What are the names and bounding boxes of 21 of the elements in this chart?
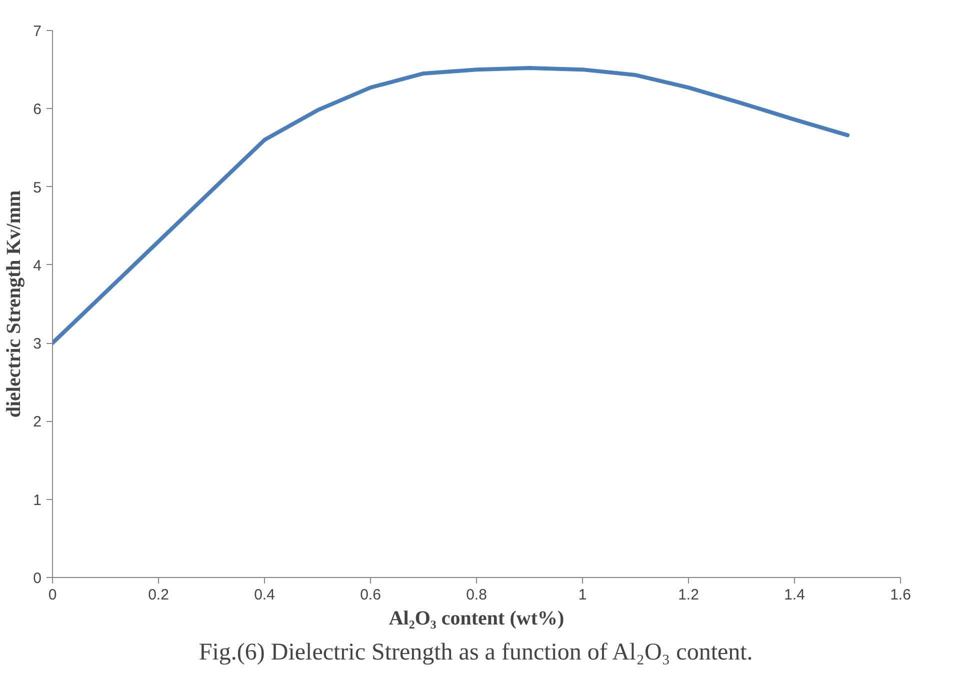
- y-tick-label: 0: [33, 570, 42, 587]
- x-tick-label: 0.6: [360, 586, 381, 604]
- y-axis-title: dielectric Strength Kv/mm: [3, 190, 26, 418]
- y-tick-label: 1: [33, 492, 42, 509]
- text: Fig.(6) Dielectric Strength as a function of Al₂O₃ content.: [198, 640, 753, 666]
- x-axis-title: Al₂O₃ content (wt%): [388, 608, 564, 630]
- x-tick-label: 0.4: [254, 586, 275, 604]
- x-tick-label: 0.8: [466, 586, 487, 604]
- y-tick-label: 5: [33, 179, 42, 196]
- y-tick-label: 6: [33, 101, 42, 118]
- y-tick-label: 4: [33, 257, 42, 274]
- x-tick-label: 1.2: [678, 586, 699, 604]
- y-tick-label: 2: [33, 414, 42, 431]
- y-tick-label: 3: [33, 336, 42, 353]
- x-tick-label: 0.2: [148, 586, 169, 604]
- line-series: [52, 66, 850, 346]
- x-tick-label: 1.4: [784, 586, 805, 604]
- y-tick-label: 7: [33, 23, 42, 40]
- x-tick-label: 1.6: [890, 586, 911, 604]
- x-tick-label: 1: [578, 586, 587, 604]
- x-tick-label: 0: [48, 586, 57, 604]
